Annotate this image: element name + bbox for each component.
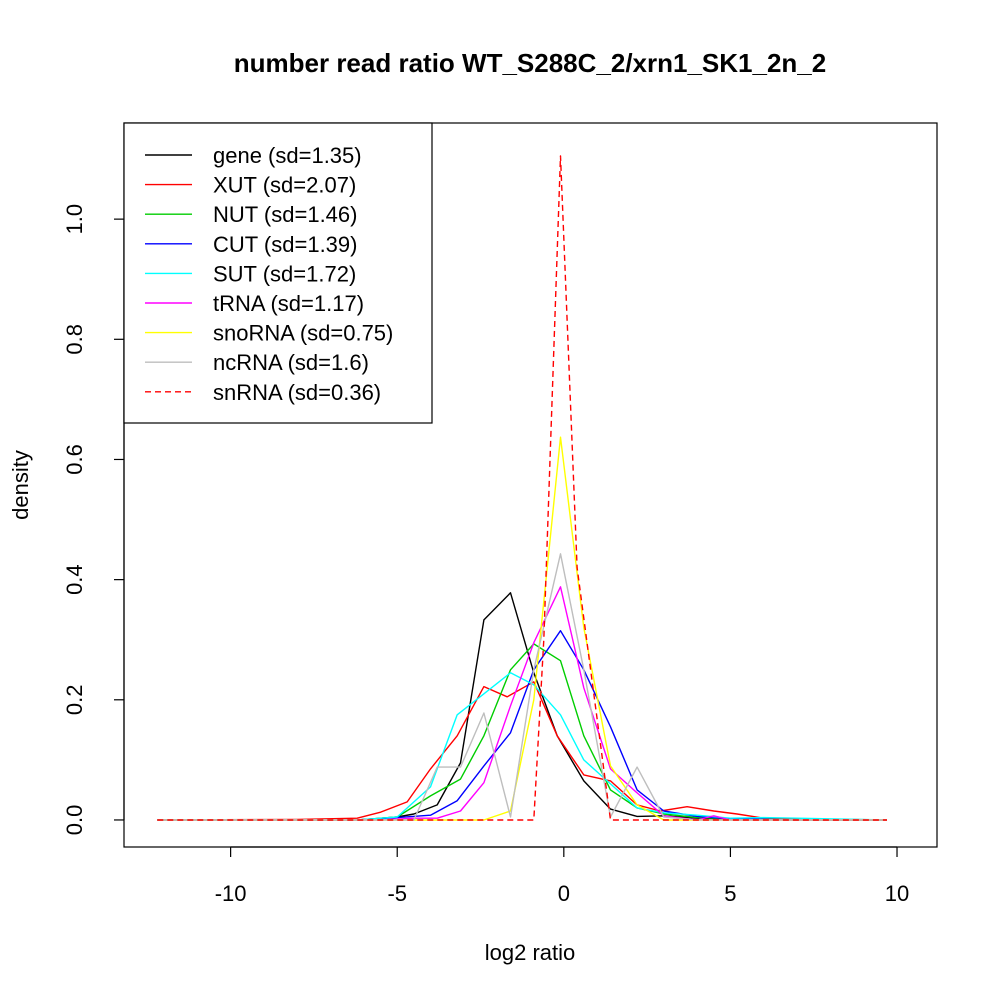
series-line-1 [157, 681, 888, 821]
x-tick-label: -10 [215, 881, 247, 906]
series-line-7 [157, 553, 887, 821]
x-tick-label: -5 [387, 881, 407, 906]
y-tick-label: 0.6 [62, 444, 87, 475]
y-tick-label: 0.8 [62, 324, 87, 355]
legend-label: NUT (sd=1.46) [213, 202, 357, 227]
y-tick-label: 0.0 [62, 805, 87, 836]
y-tick-label: 0.4 [62, 564, 87, 595]
chart-title: number read ratio WT_S288C_2/xrn1_SK1_2n… [234, 48, 826, 78]
legend-label: gene (sd=1.35) [213, 143, 362, 168]
legend-label: CUT (sd=1.39) [213, 232, 357, 257]
legend-label: tRNA (sd=1.17) [213, 291, 364, 316]
x-tick-label: 0 [558, 881, 570, 906]
series-line-3 [157, 630, 887, 821]
y-axis-label: density [8, 450, 33, 520]
legend-label: snoRNA (sd=0.75) [213, 321, 393, 346]
legend-label: ncRNA (sd=1.6) [213, 350, 369, 375]
legend: gene (sd=1.35) XUT (sd=2.07) NUT (sd=1.46)… [123, 122, 433, 424]
x-axis-label: log2 ratio [485, 940, 576, 965]
x-axis: -10 -5 0 5 10 [215, 846, 909, 906]
x-tick-label: 10 [885, 881, 909, 906]
y-tick-label: 0.2 [62, 684, 87, 715]
x-tick-label: 5 [724, 881, 736, 906]
series-line-2 [157, 643, 887, 821]
series-lines [157, 155, 888, 821]
legend-label: SUT (sd=1.72) [213, 261, 356, 286]
legend-label: snRNA (sd=0.36) [213, 380, 381, 405]
series-line-8 [157, 155, 887, 821]
series-line-5 [157, 586, 887, 821]
series-line-4 [157, 672, 888, 821]
series-line-0 [157, 592, 887, 821]
y-axis: 0.0 0.2 0.4 0.6 0.8 1.0 [62, 204, 125, 836]
y-tick-label: 1.0 [62, 204, 87, 235]
series-line-6 [157, 436, 887, 821]
legend-label: XUT (sd=2.07) [213, 173, 356, 198]
